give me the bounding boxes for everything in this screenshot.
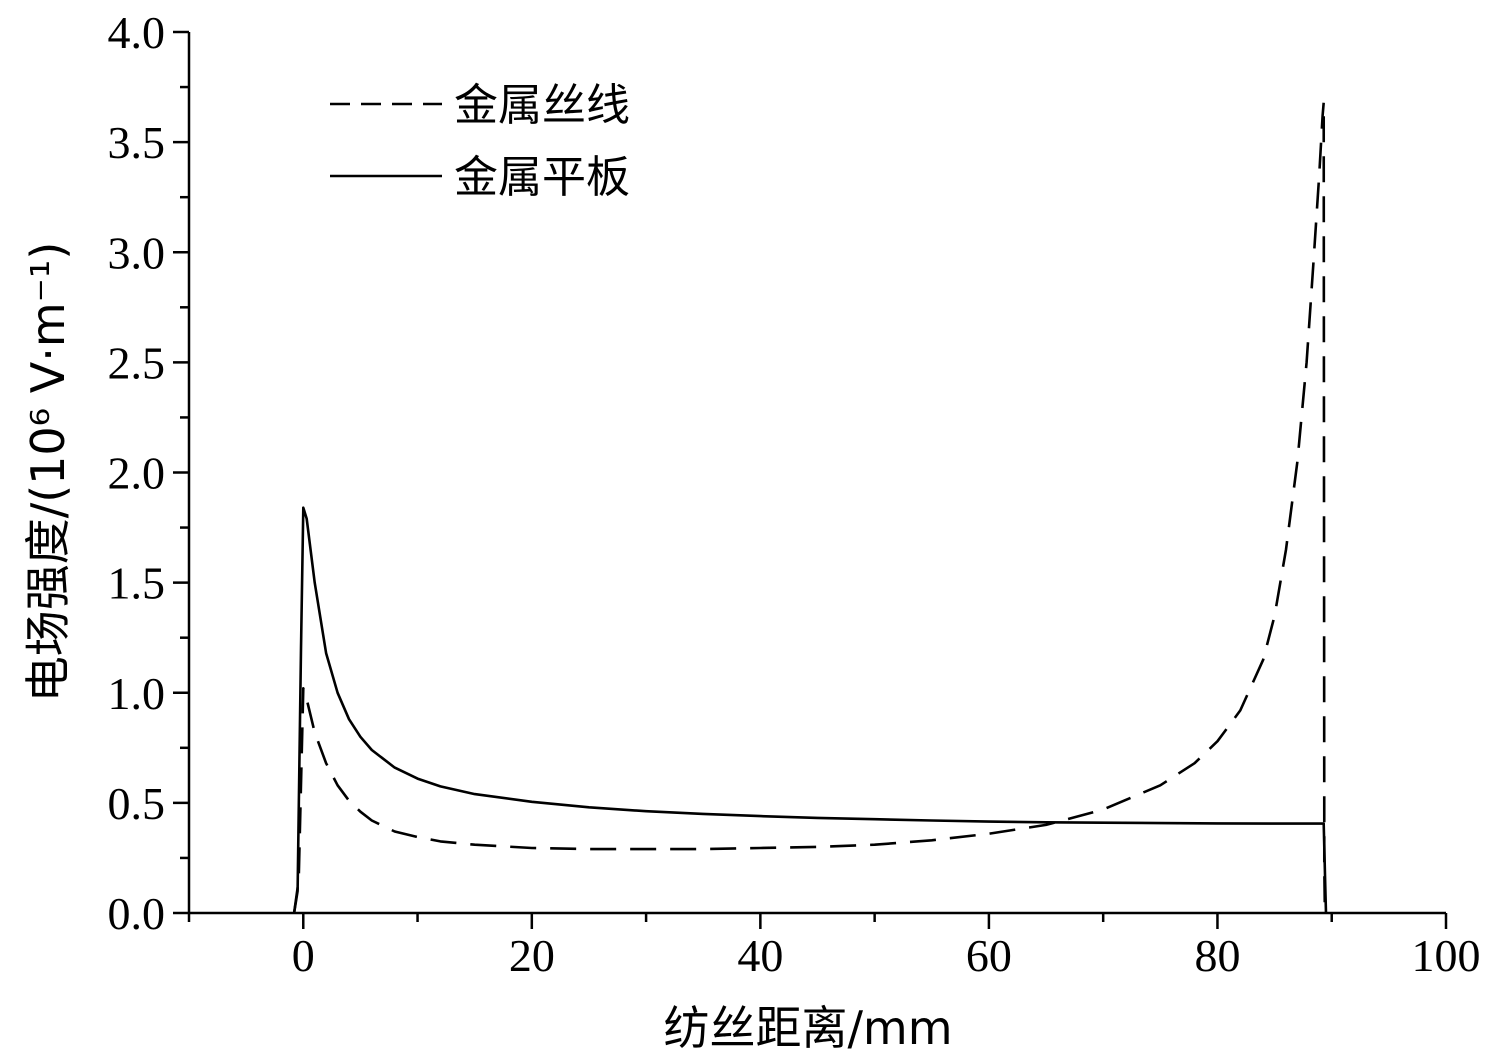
x-tick-label: 0 (292, 930, 315, 981)
y-axis-title: 电场强度/(10⁶ V·m⁻¹) (21, 242, 75, 703)
y-tick-label: 2.5 (108, 337, 166, 388)
y-tick-label: 3.5 (108, 117, 166, 168)
y-tick-label: 2.0 (108, 448, 166, 499)
y-tick-label: 4.0 (108, 7, 166, 58)
y-tick-label: 1.5 (108, 558, 166, 609)
x-tick-label: 100 (1412, 930, 1481, 981)
axes: 0.0 0.5 1.0 1.5 2.0 2.5 3.0 3.5 4.0 0 20 40 60 80 100 (108, 7, 1481, 981)
legend-label-2: 金属平板 (454, 152, 630, 203)
x-axis-title: 纺丝距离/mm (663, 1001, 952, 1055)
legend-label-1: 金属丝线 (454, 80, 630, 131)
series-line-2 (292, 506, 1328, 914)
series-line-1 (292, 101, 1327, 914)
y-tick-label: 1.0 (108, 668, 166, 719)
x-tick-label: 80 (1194, 930, 1240, 981)
y-tick-label: 3.0 (108, 227, 166, 278)
x-tick-label: 40 (737, 930, 783, 981)
y-tick-label: 0.5 (108, 778, 166, 829)
y-tick-label: 0.0 (108, 888, 166, 939)
x-tick-label: 60 (966, 930, 1012, 981)
x-tick-label: 20 (509, 930, 555, 981)
series-layer (292, 101, 1328, 914)
